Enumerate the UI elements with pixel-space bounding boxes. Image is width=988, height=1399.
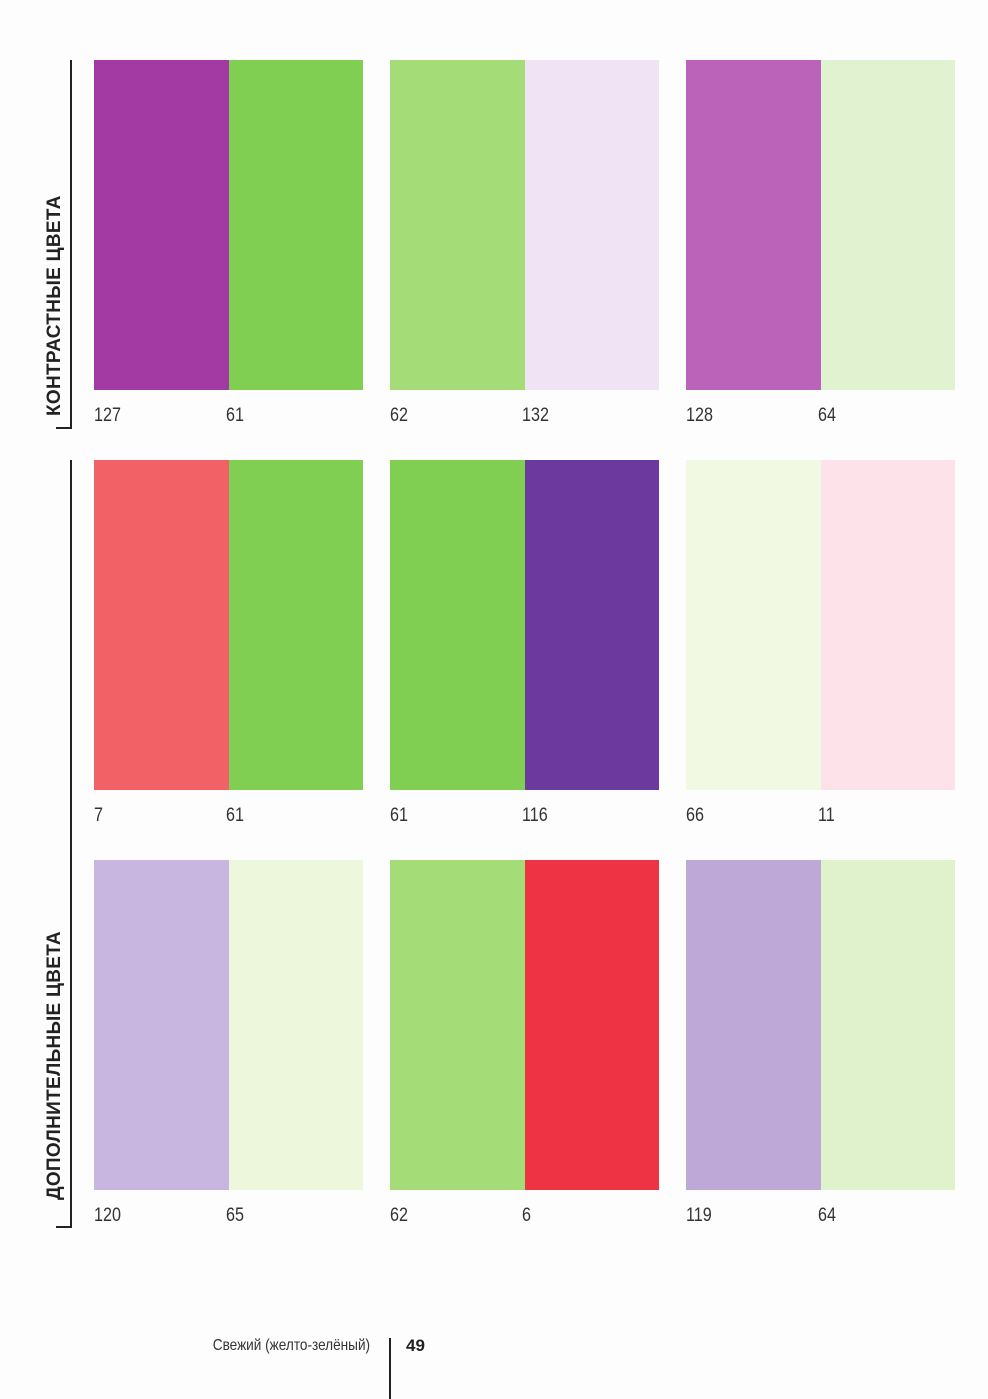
color-number: 127: [94, 405, 121, 426]
color-swatch: [686, 60, 821, 390]
color-number: 7: [94, 805, 103, 826]
color-number: 66: [686, 805, 704, 826]
color-pair: 62 6: [390, 860, 659, 1226]
color-swatch: [820, 60, 955, 390]
footer-divider: [389, 1338, 391, 1399]
color-swatch: [94, 460, 229, 790]
color-swatch: [390, 460, 525, 790]
color-pair: 119 64: [686, 860, 955, 1226]
bracket-contrast: [56, 60, 72, 429]
color-number: 61: [390, 805, 408, 826]
page-number: 49: [406, 1336, 425, 1355]
color-number: 62: [390, 1205, 408, 1226]
color-swatch: [228, 60, 363, 390]
color-number: 120: [94, 1205, 121, 1226]
color-swatch: [524, 460, 659, 790]
color-swatch: [228, 860, 363, 1190]
color-number: 6: [522, 1205, 531, 1226]
color-swatch: [228, 460, 363, 790]
color-pair: 120 65: [94, 860, 363, 1226]
color-pair: 7 61: [94, 460, 363, 826]
color-swatch: [524, 60, 659, 390]
color-number: 128: [686, 405, 713, 426]
bracket-complementary: [56, 460, 72, 1228]
color-number: 11: [818, 805, 835, 826]
section-label-contrast: КОНТРАСТНЫЕ ЦВЕТА: [44, 195, 65, 416]
color-number: 61: [226, 805, 244, 826]
color-pair: 66 11: [686, 460, 955, 826]
color-swatch: [524, 860, 659, 1190]
section-label-complementary: ДОПОЛНИТЕЛЬНЫЕ ЦВЕТА: [44, 931, 65, 1200]
color-swatch: [94, 860, 229, 1190]
color-swatch: [820, 860, 955, 1190]
color-pair: 62 132: [390, 60, 659, 426]
color-number: 116: [522, 805, 548, 826]
footer-title: Свежий (желто-зелёный): [212, 1337, 370, 1354]
color-swatch: [94, 60, 229, 390]
color-pair: 128 64: [686, 60, 955, 426]
color-swatch: [390, 60, 525, 390]
color-pair: 127 61: [94, 60, 363, 426]
color-swatch: [390, 860, 525, 1190]
color-number: 61: [226, 405, 244, 426]
color-number: 62: [390, 405, 408, 426]
color-number: 65: [226, 1205, 244, 1226]
color-number: 64: [818, 1205, 836, 1226]
color-pair: 61 116: [390, 460, 659, 826]
color-swatch: [820, 460, 955, 790]
color-number: 119: [686, 1205, 712, 1226]
color-number: 64: [818, 405, 836, 426]
color-swatch: [686, 860, 821, 1190]
color-number: 132: [522, 405, 549, 426]
color-swatch: [686, 460, 821, 790]
